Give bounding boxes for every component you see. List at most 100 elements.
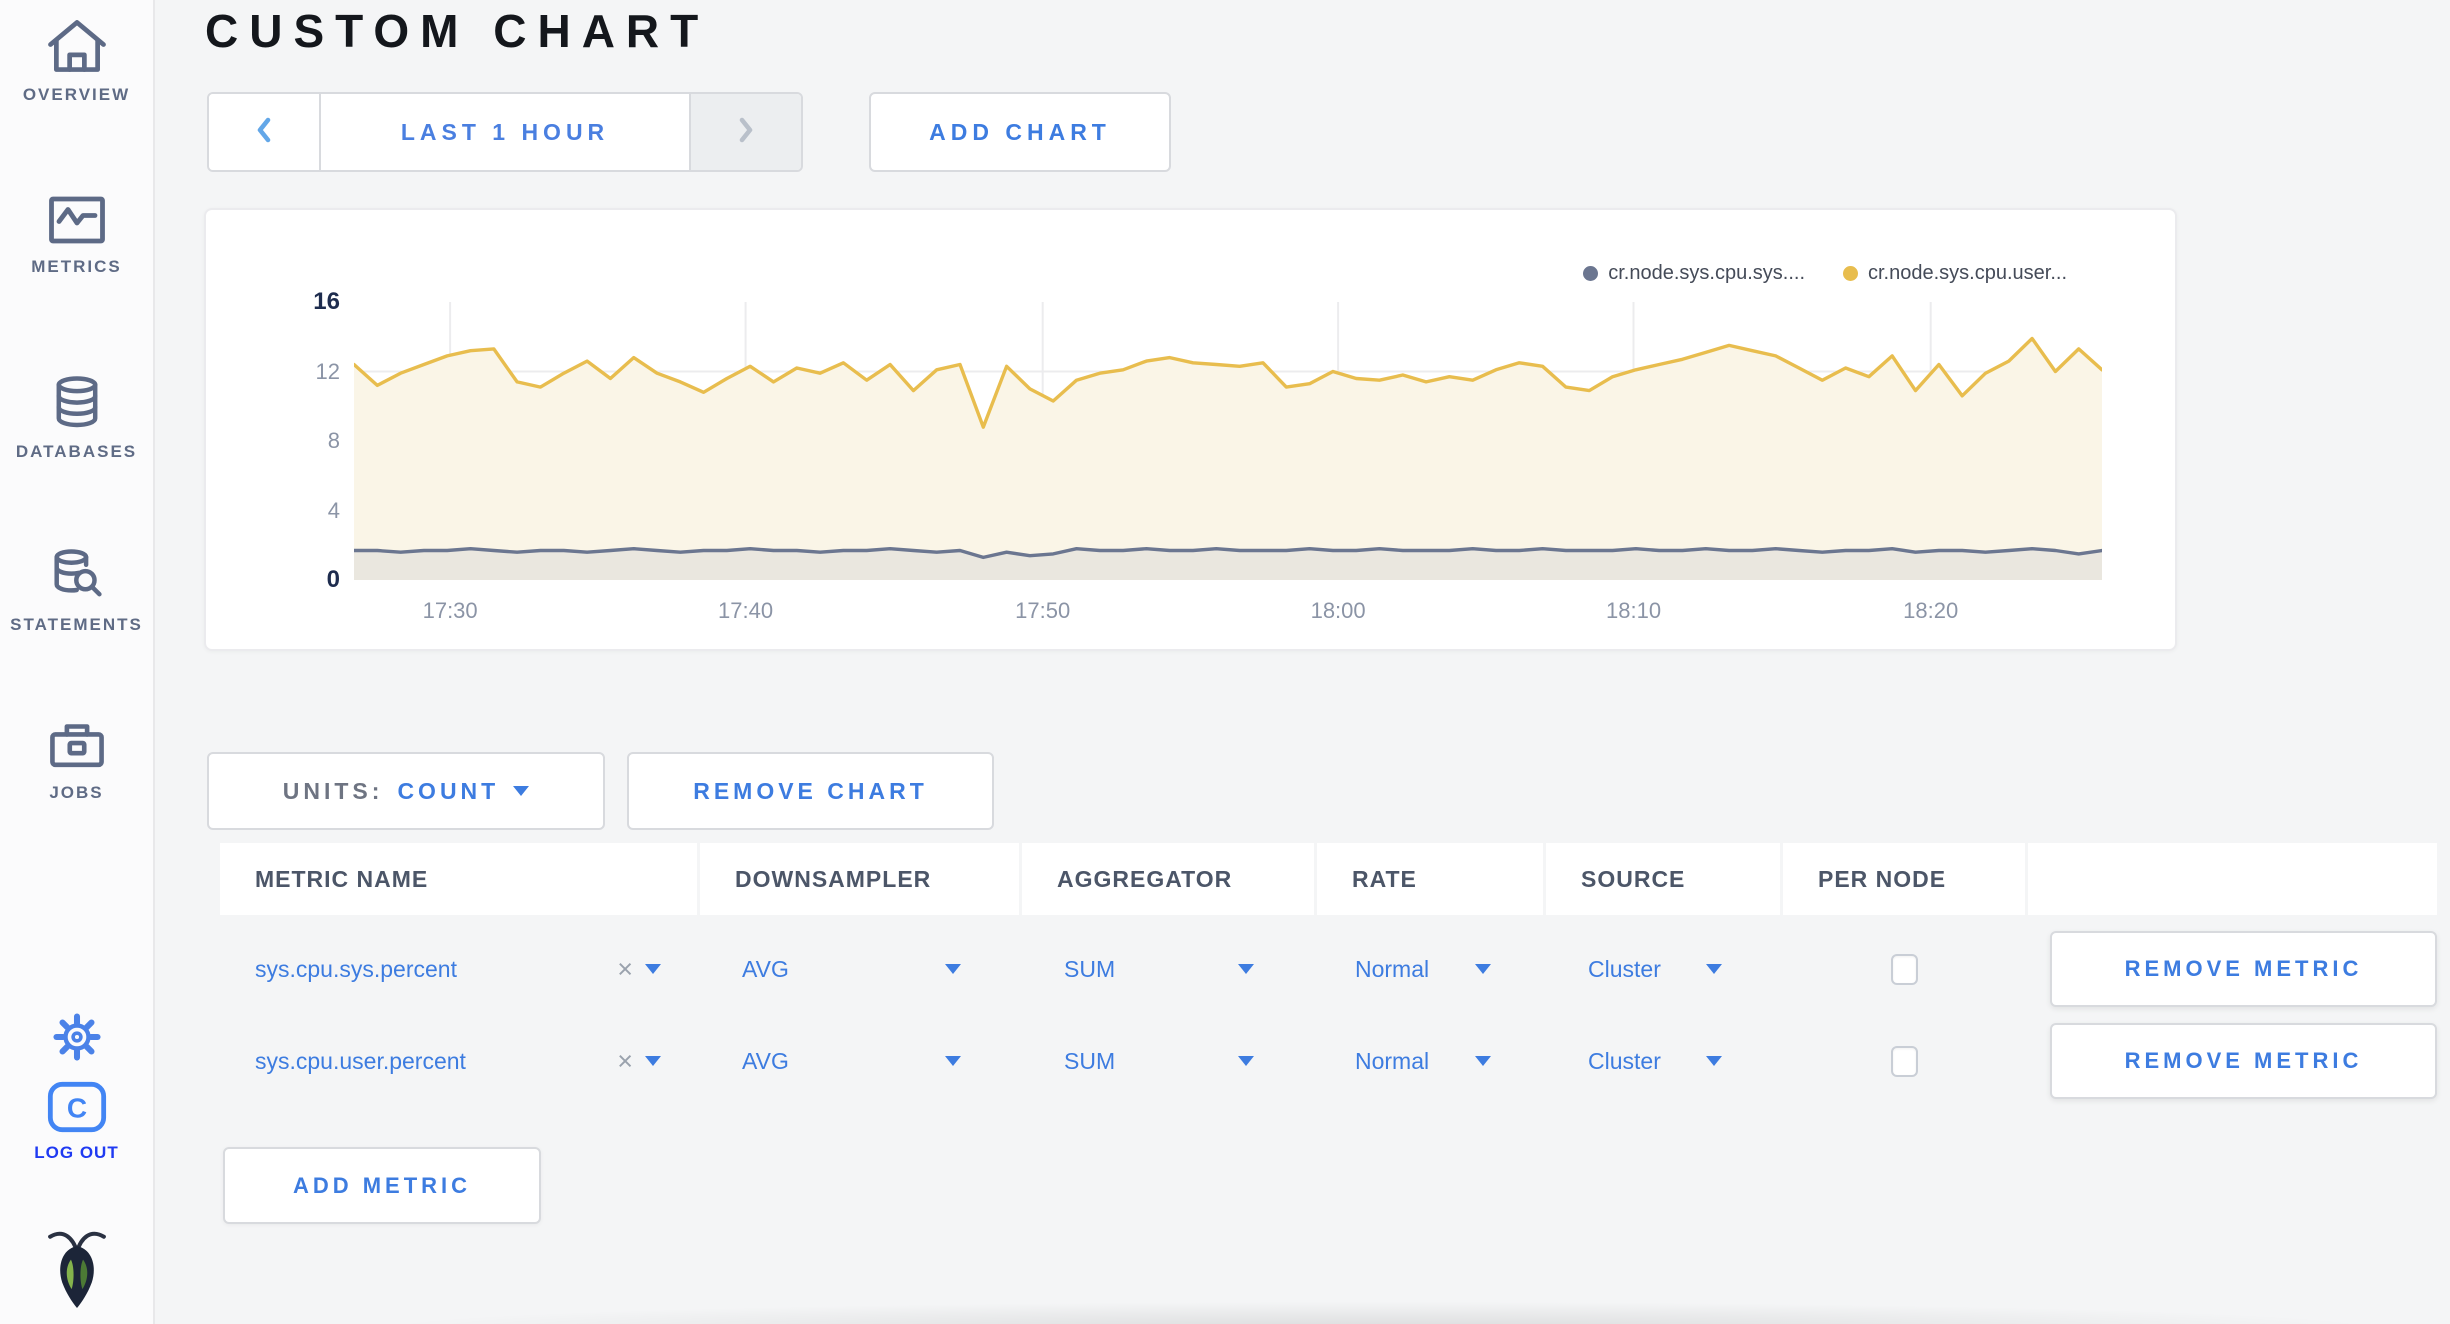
- downsampler-value: AVG: [742, 955, 789, 982]
- source-dropdown[interactable]: Cluster: [1546, 923, 1780, 1015]
- time-range-label[interactable]: LAST 1 HOUR: [321, 94, 689, 170]
- x-axis-tick-label: 18:10: [1606, 598, 1662, 623]
- metric-name-value: sys.cpu.user.percent: [255, 1047, 466, 1074]
- time-range-prev-button[interactable]: [209, 94, 321, 170]
- remove-chart-button[interactable]: REMOVE CHART: [627, 752, 994, 830]
- legend-label: cr.node.sys.cpu.user...: [1868, 262, 2067, 284]
- column-header-actions: [2028, 843, 2437, 915]
- x-axis-tick-label: 18:20: [1903, 598, 1959, 623]
- sidebar: OVERVIEW METRICS DATABASES: [0, 0, 155, 1324]
- metric-clear-control[interactable]: ×: [617, 953, 661, 984]
- column-header-aggregator: AGGREGATOR: [1022, 843, 1314, 915]
- bottom-scroll-shadow: [390, 1302, 2370, 1324]
- chevron-left-icon: [255, 116, 273, 149]
- downsampler-dropdown[interactable]: AVG: [700, 923, 1019, 1015]
- chevron-right-icon: [737, 116, 755, 149]
- cockroach-c-icon: C: [45, 1080, 109, 1134]
- chevron-down-icon: [645, 964, 661, 974]
- per-node-checkbox[interactable]: [1890, 1045, 1918, 1077]
- settings-button[interactable]: [0, 1008, 153, 1066]
- legend-item-sys[interactable]: cr.node.sys.cpu.sys....: [1583, 262, 1805, 285]
- aggregator-value: SUM: [1064, 955, 1116, 982]
- chevron-down-icon: [1706, 964, 1722, 974]
- x-axis-tick-label: 17:40: [718, 598, 774, 623]
- chevron-down-icon: [513, 786, 530, 796]
- chart-plot-svg: [354, 302, 2102, 580]
- chevron-down-icon: [1475, 1056, 1491, 1066]
- y-axis-tick-label: 16: [313, 288, 340, 315]
- source-dropdown[interactable]: Cluster: [1546, 1015, 1780, 1107]
- sidebar-item-label: DATABASES: [15, 442, 138, 461]
- gear-icon: [48, 1008, 106, 1066]
- rate-value: Normal: [1355, 955, 1430, 982]
- sidebar-item-jobs[interactable]: JOBS: [0, 720, 153, 803]
- remove-metric-button[interactable]: REMOVE METRIC: [2050, 931, 2437, 1007]
- source-value: Cluster: [1588, 955, 1661, 982]
- units-dropdown[interactable]: UNITS: COUNT: [207, 752, 605, 830]
- units-label: UNITS:: [282, 777, 384, 804]
- column-header-per-node: PER NODE: [1783, 843, 2025, 915]
- rate-dropdown[interactable]: Normal: [1317, 1015, 1543, 1107]
- sidebar-item-databases[interactable]: DATABASES: [0, 375, 153, 462]
- rate-dropdown[interactable]: Normal: [1317, 923, 1543, 1015]
- time-range-control: LAST 1 HOUR: [207, 92, 803, 172]
- cockroachdb-logo: [0, 1226, 153, 1312]
- per-node-cell: [1783, 923, 2025, 1015]
- clear-icon: ×: [617, 953, 633, 984]
- column-header-metric-name: METRIC NAME: [220, 843, 697, 915]
- logout-button[interactable]: C LOG OUT: [0, 1080, 153, 1163]
- sidebar-item-label: JOBS: [49, 783, 104, 802]
- chevron-down-icon: [645, 1056, 661, 1066]
- metrics-table-header: METRIC NAME DOWNSAMPLER AGGREGATOR RATE …: [220, 843, 2437, 915]
- sidebar-item-overview[interactable]: OVERVIEW: [0, 18, 153, 105]
- remove-metric-button[interactable]: REMOVE METRIC: [2050, 1023, 2437, 1099]
- sidebar-item-label: STATEMENTS: [10, 615, 143, 634]
- briefcase-icon: [41, 720, 113, 772]
- add-metric-button[interactable]: ADD METRIC: [223, 1147, 541, 1224]
- chart-card: cr.node.sys.cpu.sys.... cr.node.sys.cpu.…: [204, 208, 2177, 651]
- logout-label: LOG OUT: [34, 1143, 119, 1162]
- column-header-downsampler: DOWNSAMPLER: [700, 843, 1019, 915]
- per-node-cell: [1783, 1015, 2025, 1107]
- legend-label: cr.node.sys.cpu.sys....: [1608, 262, 1805, 284]
- sidebar-item-label: METRICS: [31, 257, 122, 276]
- table-row: sys.cpu.sys.percent × AVG SUM Normal Clu…: [220, 923, 2437, 1015]
- legend-item-user[interactable]: cr.node.sys.cpu.user...: [1843, 262, 2067, 285]
- aggregator-dropdown[interactable]: SUM: [1022, 1015, 1314, 1107]
- column-header-source: SOURCE: [1546, 843, 1780, 915]
- aggregator-dropdown[interactable]: SUM: [1022, 923, 1314, 1015]
- x-axis-tick-label: 17:30: [422, 598, 478, 623]
- chevron-down-icon: [1706, 1056, 1722, 1066]
- svg-text:C: C: [66, 1093, 86, 1124]
- x-axis-tick-label: 18:00: [1310, 598, 1366, 623]
- time-range-next-button[interactable]: [689, 94, 801, 170]
- sidebar-item-statements[interactable]: STATEMENTS: [0, 548, 153, 635]
- add-chart-button[interactable]: ADD CHART: [869, 92, 1171, 172]
- metric-name-dropdown[interactable]: sys.cpu.user.percent ×: [220, 1015, 697, 1107]
- metric-name-dropdown[interactable]: sys.cpu.sys.percent ×: [220, 923, 697, 1015]
- chevron-down-icon: [1238, 964, 1254, 974]
- y-axis-tick-label: 12: [315, 358, 340, 384]
- units-value: COUNT: [397, 777, 500, 804]
- statements-search-icon: [41, 548, 113, 604]
- metric-clear-control[interactable]: ×: [617, 1045, 661, 1076]
- y-axis-tick-label: 8: [327, 428, 340, 453]
- sidebar-item-label: OVERVIEW: [22, 85, 131, 104]
- rate-value: Normal: [1355, 1047, 1430, 1074]
- y-axis-tick-label: 0: [326, 566, 340, 593]
- chart-legend: cr.node.sys.cpu.sys.... cr.node.sys.cpu.…: [1583, 262, 2067, 285]
- y-axis-tick-label: 4: [327, 497, 340, 523]
- clear-icon: ×: [617, 1045, 633, 1076]
- action-cell: REMOVE METRIC: [2028, 923, 2437, 1015]
- downsampler-dropdown[interactable]: AVG: [700, 1015, 1019, 1107]
- legend-dot-sys: [1583, 266, 1599, 281]
- source-value: Cluster: [1588, 1047, 1661, 1074]
- per-node-checkbox[interactable]: [1890, 953, 1918, 985]
- database-icon: [41, 375, 113, 431]
- action-cell: REMOVE METRIC: [2028, 1015, 2437, 1107]
- x-axis-tick-label: 17:50: [1015, 598, 1071, 623]
- chevron-down-icon: [945, 964, 961, 974]
- column-header-rate: RATE: [1317, 843, 1543, 915]
- sidebar-item-metrics[interactable]: METRICS: [0, 194, 153, 277]
